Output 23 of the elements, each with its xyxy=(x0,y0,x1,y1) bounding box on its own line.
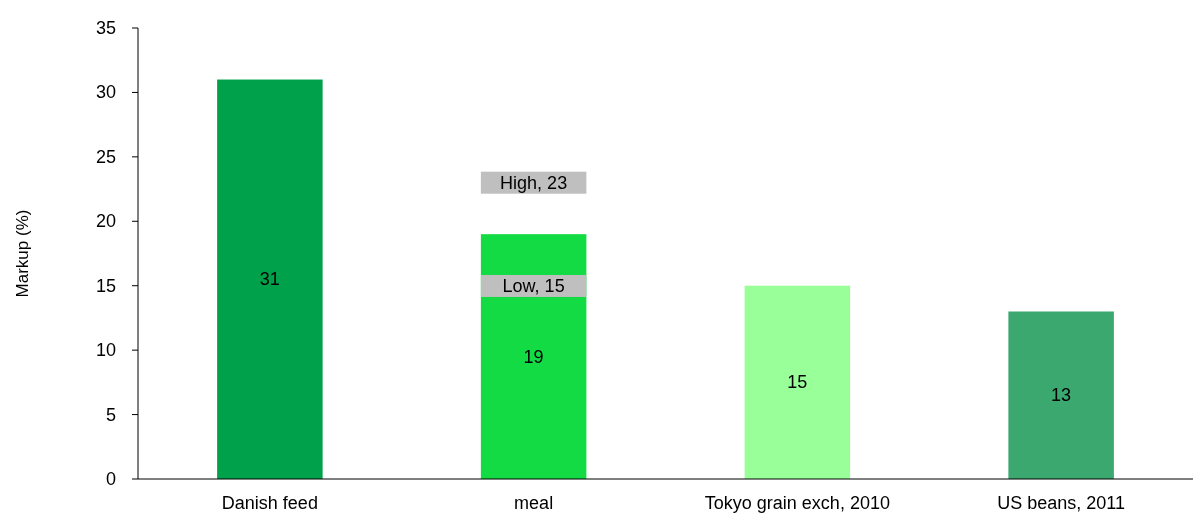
data-label: 19 xyxy=(523,346,544,367)
data-label: 13 xyxy=(1051,385,1072,406)
y-tick-label: 5 xyxy=(105,404,116,425)
bar xyxy=(217,79,323,479)
annotation: Low, 15 xyxy=(502,275,565,296)
x-tick-label: Tokyo grain exch, 2010 xyxy=(704,493,890,513)
x-tick-label: Danish feed xyxy=(221,493,318,513)
y-tick-label: 10 xyxy=(95,340,116,361)
bar xyxy=(480,234,587,479)
y-tick-label: 0 xyxy=(105,469,116,489)
y-tick-label: 15 xyxy=(95,275,116,296)
bar xyxy=(1008,311,1114,479)
y-tick-label: 25 xyxy=(95,146,116,167)
data-label: 15 xyxy=(787,372,808,393)
y-tick-label: 20 xyxy=(95,211,116,232)
x-tick-label: US beans, 2011 xyxy=(997,493,1126,513)
y-tick-label: 30 xyxy=(95,82,116,103)
bar xyxy=(744,285,851,479)
annotation: High, 23 xyxy=(500,172,568,193)
y-axis-title: Markup (%) xyxy=(13,209,32,298)
y-tick-label: 35 xyxy=(95,18,116,38)
data-label: 31 xyxy=(259,269,280,290)
x-tick-label: meal xyxy=(514,493,554,513)
